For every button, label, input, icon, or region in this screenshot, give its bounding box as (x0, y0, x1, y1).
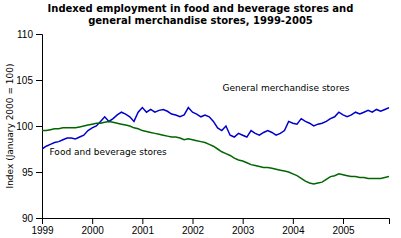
y-tick: 90 (22, 213, 42, 224)
y-tick-label: 105 (16, 75, 33, 86)
y-tick: 95 (22, 167, 42, 178)
y-axis: 90 95 100 105 110 (16, 29, 42, 224)
y-tick-label: 90 (22, 213, 34, 224)
y-tick-mark (36, 172, 42, 173)
series-line (42, 108, 389, 149)
x-tick: 2000 (82, 218, 105, 236)
y-tick: 100 (16, 121, 42, 132)
y-tick-mark (36, 34, 42, 35)
y-tick-mark (36, 80, 42, 81)
x-tick-mark (293, 218, 294, 224)
series-line (42, 121, 389, 184)
x-tick-mark (193, 218, 194, 224)
annotation: Food and beverage stores (50, 147, 167, 157)
x-tick: 2004 (282, 218, 305, 236)
x-tick-label: 2003 (232, 225, 255, 236)
x-tick: 2003 (232, 218, 255, 236)
x-tick: 2002 (182, 218, 205, 236)
x-tick-label: 2002 (182, 225, 205, 236)
x-tick-mark (142, 218, 143, 224)
lines (42, 108, 389, 184)
x-tick-mark (92, 218, 93, 224)
y-tick-mark (36, 218, 42, 219)
x-tick-label: 2000 (82, 225, 105, 236)
y-axis-label: Index (January 2000 = 100) (5, 64, 15, 189)
y-tick-mark (36, 126, 42, 127)
x-tick-label: 2004 (282, 225, 305, 236)
y-tick: 105 (16, 75, 42, 86)
y-tick-label: 110 (17, 29, 33, 40)
y-axis-line (36, 35, 43, 219)
x-tick-mark (343, 218, 344, 224)
x-axis: 1999 2000 2001 2002 2003 2004 2005 (31, 218, 389, 236)
title: Indexed employment in food and beverage … (48, 3, 354, 26)
x-tick: 2005 (332, 218, 355, 236)
y-tick-label: 100 (16, 121, 33, 132)
annotation: General merchandise stores (223, 83, 350, 93)
x-tick-label: 1999 (31, 225, 54, 236)
x-axis-line (43, 219, 390, 225)
x-tick-label: 2001 (132, 225, 155, 236)
y-tick-label: 95 (22, 167, 34, 178)
y-tick: 110 (17, 29, 42, 40)
chart: Indexed employment in food and beverage … (0, 0, 401, 238)
x-tick-mark (243, 218, 244, 224)
title-line: Indexed employment in food and beverage … (48, 3, 354, 14)
x-tick: 1999 (31, 218, 54, 236)
x-tick-label: 2005 (332, 225, 355, 236)
title-line: general merchandise stores, 1999-2005 (88, 15, 313, 26)
annotations: General merchandise stores Food and bever… (50, 83, 350, 157)
plot: 1999 2000 2001 2002 2003 2004 2005 90 95 100 105 11… (16, 29, 389, 236)
x-tick: 2001 (132, 218, 155, 236)
